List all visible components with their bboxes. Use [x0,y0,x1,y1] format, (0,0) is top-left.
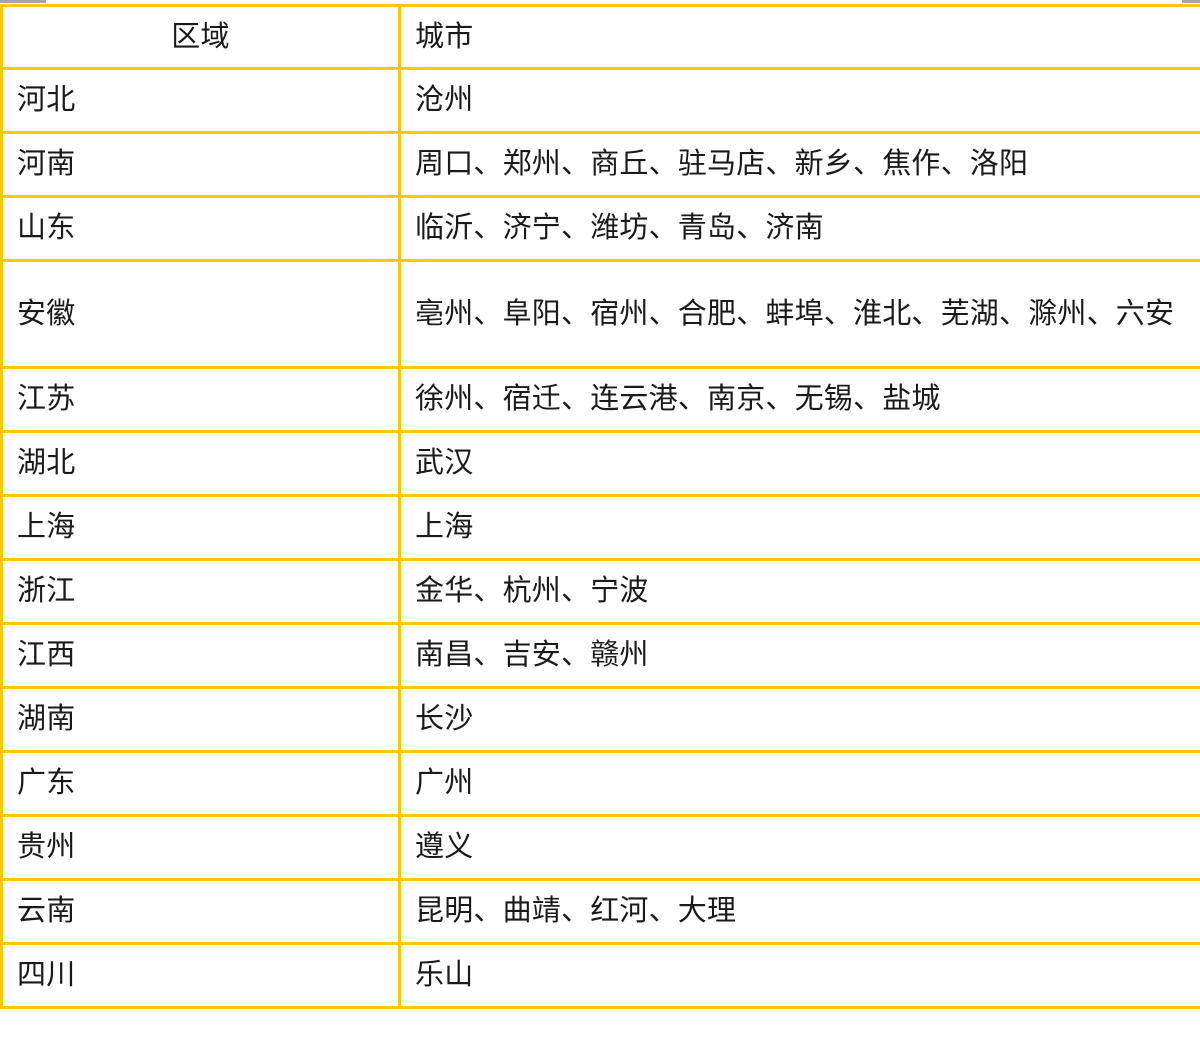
table-row: 河南 周口、郑州、商丘、驻马店、新乡、焦作、洛阳 [0,132,1200,198]
table-header-row: 区域 城市 [0,5,1200,70]
cell-region: 山东 [0,196,401,262]
cell-region: 河南 [0,132,401,198]
cell-region: 贵州 [0,815,401,881]
cell-city: 乐山 [399,943,1200,1009]
cell-region: 江苏 [0,367,401,433]
cell-city: 亳州、阜阳、宿州、合肥、蚌埠、淮北、芜湖、滁州、六安 [399,260,1200,369]
table-row: 上海 上海 [0,495,1200,561]
top-edge-artifact-left [0,0,46,3]
table-row: 贵州 遵义 [0,815,1200,881]
cell-region: 湖北 [0,431,401,497]
cell-region: 河北 [0,68,401,134]
cell-city: 周口、郑州、商丘、驻马店、新乡、焦作、洛阳 [399,132,1200,198]
region-city-table: 区域 城市 河北 沧州 河南 周口、郑州、商丘、驻马店、新乡、焦作、洛阳 山东 临沂、济宁… [0,4,1200,1009]
table-header: 区域 城市 [0,5,1200,70]
table-row: 云南 昆明、曲靖、红河、大理 [0,879,1200,945]
cell-region: 浙江 [0,559,401,625]
table-row: 山东 临沂、济宁、潍坊、青岛、济南 [0,196,1200,262]
cell-city: 临沂、济宁、潍坊、青岛、济南 [399,196,1200,262]
table-row: 四川 乐山 [0,943,1200,1009]
cell-city: 遵义 [399,815,1200,881]
cell-region: 四川 [0,943,401,1009]
column-header-city: 城市 [399,5,1200,70]
cell-city: 南昌、吉安、赣州 [399,623,1200,689]
cell-region: 云南 [0,879,401,945]
table-row: 浙江 金华、杭州、宁波 [0,559,1200,625]
cell-city: 上海 [399,495,1200,561]
table-row: 广东 广州 [0,751,1200,817]
cell-region: 上海 [0,495,401,561]
table-body: 河北 沧州 河南 周口、郑州、商丘、驻马店、新乡、焦作、洛阳 山东 临沂、济宁、潍坊、青岛… [0,68,1200,1009]
cell-region: 广东 [0,751,401,817]
top-edge-artifact-right [1182,0,1200,3]
cell-city: 徐州、宿迁、连云港、南京、无锡、盐城 [399,367,1200,433]
table-row: 江西 南昌、吉安、赣州 [0,623,1200,689]
table-container: 区域 城市 河北 沧州 河南 周口、郑州、商丘、驻马店、新乡、焦作、洛阳 山东 临沂、济宁… [0,4,1200,1009]
table-row: 河北 沧州 [0,68,1200,134]
table-row: 安徽 亳州、阜阳、宿州、合肥、蚌埠、淮北、芜湖、滁州、六安 [0,260,1200,369]
cell-city: 广州 [399,751,1200,817]
cell-city: 昆明、曲靖、红河、大理 [399,879,1200,945]
cell-city: 金华、杭州、宁波 [399,559,1200,625]
table-row: 江苏 徐州、宿迁、连云港、南京、无锡、盐城 [0,367,1200,433]
cell-region: 江西 [0,623,401,689]
cell-city: 武汉 [399,431,1200,497]
table-row: 湖北 武汉 [0,431,1200,497]
table-row: 湖南 长沙 [0,687,1200,753]
cell-city: 沧州 [399,68,1200,134]
column-header-region: 区域 [0,5,401,70]
cell-city: 长沙 [399,687,1200,753]
cell-region: 湖南 [0,687,401,753]
cell-region: 安徽 [0,260,401,369]
